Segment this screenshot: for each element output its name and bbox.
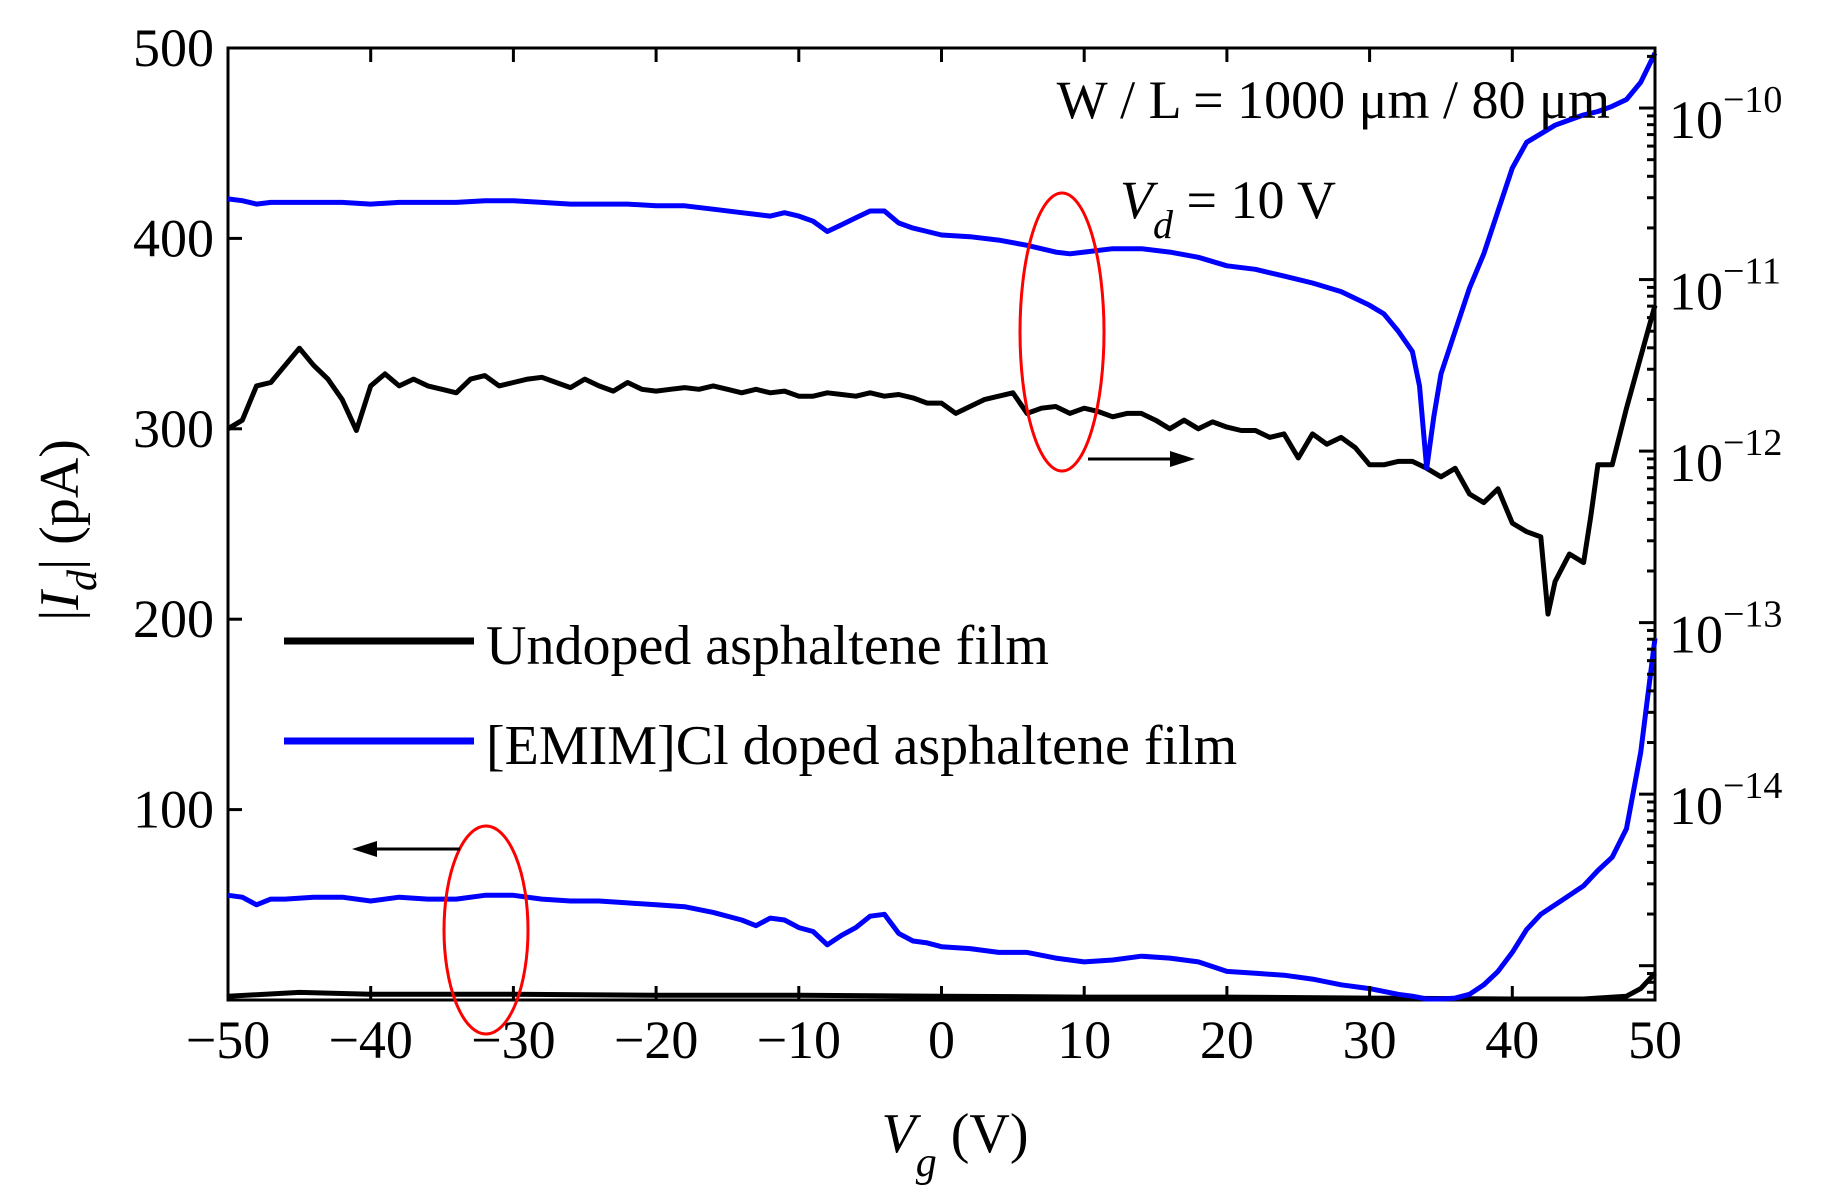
y-right-tick-exponent: −11 [1723,251,1781,293]
y-left-tick-label: 400 [133,208,214,268]
x-tick-label: 50 [1628,1010,1682,1070]
y-right-tick-base: 10 [1669,776,1723,836]
x-tick-label: 20 [1200,1010,1254,1070]
left-axis-indicator-ellipse [442,824,530,1036]
y-left-axis-title: |Id| (pA) [29,439,106,621]
vd-annotation: Vd = 10 V [1120,170,1336,247]
left-axis-arrow-head [352,841,377,857]
series-doped-linear [227,637,1658,1002]
x-tick-label: −50 [186,1010,270,1070]
y-axis-title-pre: | [29,610,91,621]
y-left-tick-label: 100 [133,780,214,840]
x-tick-labels: −50 −40 −30 −20 −10 0 10 20 30 40 50 [186,1010,1682,1070]
x-tick-label: 30 [1343,1010,1397,1070]
series-layer [226,52,1658,1002]
x-tick-label: −20 [614,1010,698,1070]
y-right-tick-exponent: −10 [1723,79,1782,121]
y-axis-title-post: | (pA) [29,439,91,570]
y-left-tick-label: 200 [133,589,214,649]
x-tick-label: 10 [1057,1010,1111,1070]
y-right-tick-base: 10 [1669,605,1723,665]
x-tick-label: −30 [471,1010,555,1070]
vd-rest: = 10 V [1173,170,1336,230]
y-right-tick-label: 10−10 [1669,79,1782,150]
y-right-tick-label: 10−14 [1669,765,1782,836]
x-tick-label: −40 [328,1010,412,1070]
legend: Undoped asphaltene film [EMIM]Cl doped a… [284,615,1237,777]
ticks-layer [226,46,1657,1000]
series-doped-log [227,52,1658,471]
legend-label-doped: [EMIM]Cl doped asphaltene film [486,715,1237,777]
right-axis-indicator-ellipse [1018,191,1106,473]
y-axis-title-main: I [29,589,91,611]
x-axis-title-main: V [882,1103,922,1165]
x-tick-label: 40 [1485,1010,1539,1070]
right-axis-arrow-head [1170,451,1195,467]
x-tick-label: 0 [928,1010,955,1070]
x-axis-title: Vg (V) [882,1103,1029,1186]
legend-label-undoped: Undoped asphaltene film [486,615,1049,677]
y-right-tick-label: 10−12 [1669,422,1782,493]
y-right-tick-exponent: −13 [1723,594,1782,636]
vd-main: V [1120,170,1159,230]
vd-sub: d [1153,202,1174,247]
y-left-tick-label: 300 [133,399,214,459]
y-right-tick-base: 10 [1669,90,1723,150]
y-right-tick-label: 10−13 [1669,594,1782,665]
series-undoped-log [226,304,1658,617]
axis-indicators [352,191,1195,1036]
y-left-tick-label: 500 [133,18,214,78]
x-axis-title-unit: (V) [951,1103,1029,1165]
y-right-tick-exponent: −12 [1723,422,1782,464]
y-right-tick-base: 10 [1669,433,1723,493]
y-right-tick-exponent: −14 [1723,765,1782,807]
plot-frame [226,46,1657,1002]
y-axis-title-sub: d [60,569,106,591]
x-tick-label: −10 [757,1010,841,1070]
y-left-tick-labels: 100 200 300 400 500 [133,18,214,840]
y-right-tick-base: 10 [1669,262,1723,322]
y-right-tick-label: 10−11 [1669,251,1781,322]
x-axis-title-sub: g [916,1140,937,1186]
geometry-annotation: W / L = 1000 μm / 80 μm [1057,70,1610,130]
